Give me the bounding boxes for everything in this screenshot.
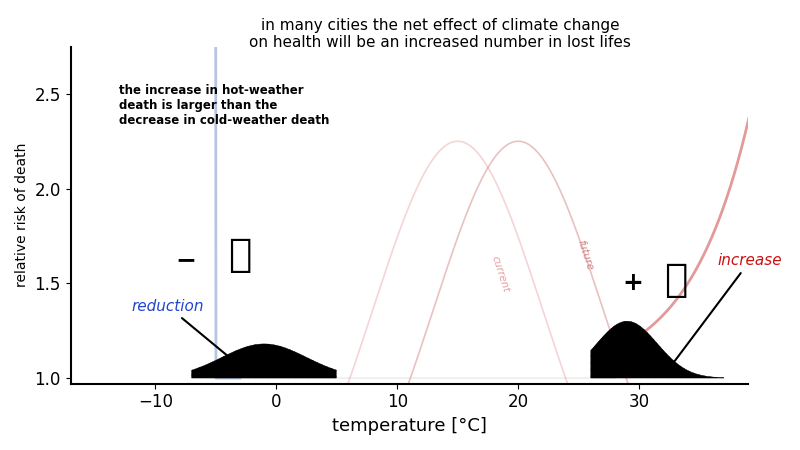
Text: +: + bbox=[622, 271, 643, 295]
Text: future: future bbox=[575, 238, 594, 271]
Text: 💀: 💀 bbox=[664, 261, 687, 298]
Text: current: current bbox=[490, 254, 510, 293]
Text: increase: increase bbox=[666, 253, 782, 372]
X-axis label: temperature [°C]: temperature [°C] bbox=[332, 417, 486, 435]
Text: reduction: reduction bbox=[131, 298, 248, 373]
Y-axis label: relative risk of death: relative risk of death bbox=[15, 143, 29, 287]
Text: in many cities the net effect of climate change
on health will be an increased n: in many cities the net effect of climate… bbox=[249, 18, 631, 50]
Text: the increase in hot-weather
death is larger than the
decrease in cold-weather de: the increase in hot-weather death is lar… bbox=[119, 85, 330, 127]
Text: −: − bbox=[175, 248, 196, 273]
Text: 💀: 💀 bbox=[228, 236, 252, 274]
